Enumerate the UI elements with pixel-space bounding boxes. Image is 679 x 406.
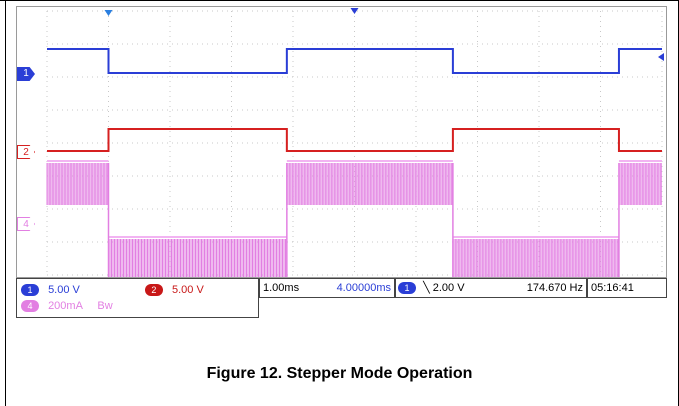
- horizontal-position: 4.00000ms: [336, 282, 391, 294]
- legend-row-1: 1 5.00 V 2 5.00 V: [21, 282, 204, 298]
- ch4-bandwidth: Bw: [97, 300, 113, 312]
- channel-4-marker: 4: [17, 217, 35, 231]
- channel-4-marker-label: 4: [23, 219, 29, 230]
- waveform-plot: [46, 8, 664, 277]
- trigger-level: ╲ 2.00 V: [423, 282, 465, 294]
- horizontal-center-icon: [350, 8, 359, 14]
- ch1-trace: [47, 48, 662, 74]
- ch2-scale: 5.00 V: [172, 284, 204, 296]
- figure-caption: Figure 12. Stepper Mode Operation: [206, 365, 473, 382]
- channel-2-marker-label: 2: [23, 147, 29, 158]
- frame-top-border: [0, 0, 679, 1]
- channel-1-marker-label: 1: [23, 68, 29, 79]
- clock-time: 05:16:41: [591, 282, 634, 294]
- frame-left-border: [5, 0, 6, 406]
- scope-screen: 1 2 4: [16, 6, 667, 278]
- timebase-box: 1.00ms 4.00000ms: [259, 278, 395, 298]
- trigger-level-icon: [658, 53, 664, 61]
- legend-row-2: 4 200mA Bw: [21, 298, 113, 314]
- channel-legend: 1 5.00 V 2 5.00 V 4 200mA Bw: [16, 278, 259, 318]
- ch2-trace: [47, 128, 662, 152]
- ch4-scale: 200mA: [48, 300, 83, 312]
- oscilloscope-capture: 1 2 4 1 5.00 V 2 5.00 V 4 200mA Bw 1.00m…: [16, 6, 667, 320]
- ch1-scale: 5.00 V: [48, 284, 80, 296]
- frequency-readout: 174.670 Hz: [526, 282, 583, 294]
- ch4-badge: 4: [21, 300, 39, 313]
- clock-box: 05:16:41: [587, 278, 667, 298]
- channel-2-marker: 2: [17, 145, 35, 159]
- ch1-badge: 1: [21, 284, 39, 297]
- trigger-source-badge: 1: [398, 282, 416, 295]
- ch2-badge: 2: [144, 284, 163, 297]
- timebase-value: 1.00ms: [263, 282, 300, 294]
- channel-1-marker: 1: [17, 67, 35, 81]
- trigger-box: 1 ╲ 2.00 V 174.670 Hz: [395, 278, 587, 298]
- trigger-position-icon: [104, 10, 113, 16]
